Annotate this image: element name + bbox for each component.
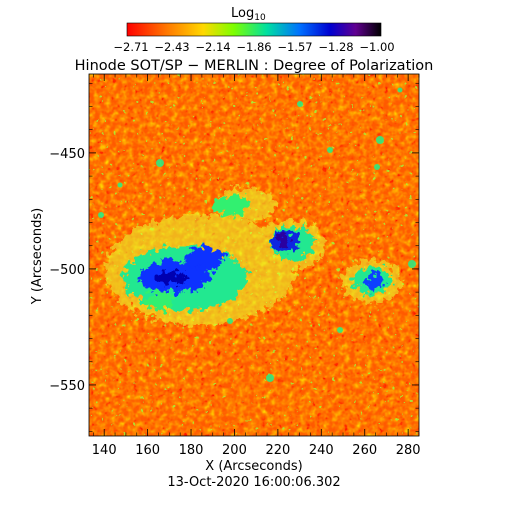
- x-axis: 140 160 180 200 220 240 260 280: [92, 74, 421, 458]
- colorbar-tick-labels: −2.71 −2.43 −2.14 −1.86 −1.57 −1.28 −1.00: [113, 40, 394, 54]
- colorbar-tick-label: −2.43: [154, 40, 189, 54]
- x-tick-label: 260: [352, 443, 377, 458]
- y-tick-label: −550: [49, 379, 85, 394]
- colorbar-tick-label: −1.28: [318, 40, 353, 54]
- colorbar-tick-label: −1.00: [359, 40, 394, 54]
- polarization-map: [89, 74, 419, 436]
- x-tick-label: 180: [179, 443, 204, 458]
- colorbar-label: Log10: [231, 6, 266, 23]
- plot-frame: [88, 73, 420, 437]
- colorbar-gradient: [126, 22, 382, 37]
- colorbar-tick-label: −2.71: [113, 40, 148, 54]
- x-tick-label: 280: [396, 443, 421, 458]
- y-tick-label: −450: [49, 147, 85, 162]
- y-axis-label: Y (Arcseconds): [30, 208, 45, 305]
- x-tick-label: 200: [222, 443, 247, 458]
- x-axis-label: X (Arcseconds): [205, 459, 302, 474]
- colorbar-tick-label: −1.86: [236, 40, 271, 54]
- timestamp: 13-Oct-2020 16:00:06.302: [167, 475, 340, 490]
- y-tick-label: −500: [49, 263, 85, 278]
- colorbar: Log10 −2.71 −2.43 −2.14 −1.86 −1.57 −1.28 −1.0…: [113, 6, 394, 54]
- plot-title: Hinode SOT/SP − MERLIN : Degree of Polar…: [75, 58, 434, 74]
- x-tick-label: 220: [265, 443, 290, 458]
- y-axis: −450 −500 −550: [49, 82, 419, 432]
- x-tick-label: 140: [92, 443, 117, 458]
- x-tick-label: 240: [309, 443, 334, 458]
- x-tick-label: 160: [135, 443, 160, 458]
- colorbar-tick-label: −1.57: [277, 40, 312, 54]
- colorbar-tick-label: −2.14: [195, 40, 230, 54]
